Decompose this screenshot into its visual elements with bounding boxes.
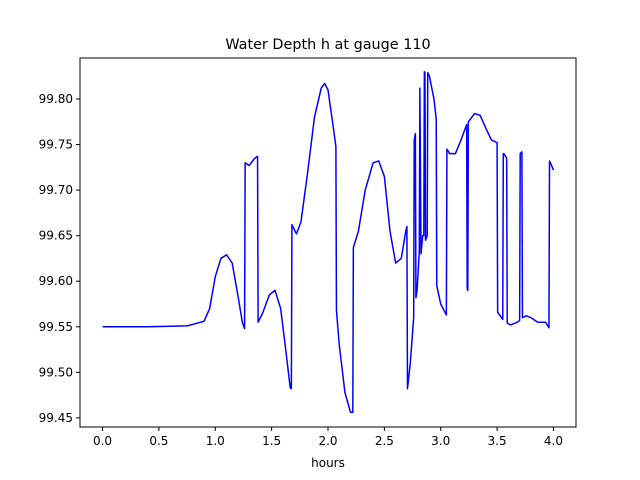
y-tick-label: 99.65 [39,229,73,243]
y-tick-label: 99.70 [39,183,73,197]
x-tick-label: 3.0 [431,434,450,448]
y-tick-label: 99.80 [39,92,73,106]
plot-area [80,58,576,427]
x-tick-label: 2.5 [375,434,394,448]
y-tick-label: 99.75 [39,138,73,152]
y-axis: 99.45 99.50 99.55 99.60 99.65 99.70 99.75 99.80 [39,92,80,425]
x-tick-label: 0.5 [149,434,168,448]
x-axis-label: hours [311,456,345,470]
y-tick-label: 99.50 [39,365,73,379]
x-tick-label: 3.5 [488,434,507,448]
series-line [102,70,555,414]
y-tick-label: 99.55 [39,320,73,334]
series-layer [102,70,555,414]
x-tick-label: 4.0 [544,434,563,448]
x-tick-label: 1.0 [206,434,225,448]
x-tick-label: 0.0 [93,434,112,448]
x-tick-label: 2.0 [318,434,337,448]
x-tick-label: 1.5 [262,434,281,448]
chart-title: Water Depth h at gauge 110 [225,37,430,53]
x-axis: 0.0 0.5 1.0 1.5 2.0 2.5 3.0 3.5 4.0 [93,427,563,448]
plot-frame [79,57,577,428]
y-tick-label: 99.45 [39,411,73,425]
y-tick-label: 99.60 [39,274,73,288]
